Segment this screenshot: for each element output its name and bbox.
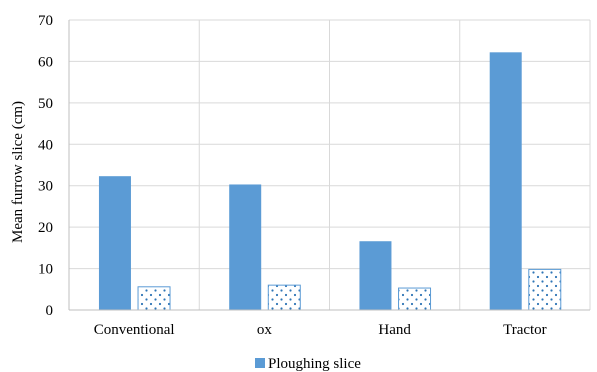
y-tick-label: 60 [38, 54, 53, 70]
legend-label-ploughing-slice: Ploughing slice [268, 356, 361, 372]
y-axis-label: Mean furrow slice (cm) [10, 101, 26, 243]
x-tick-label: Conventional [94, 322, 175, 338]
legend-swatch-ploughing-slice [255, 358, 265, 368]
axes [68, 20, 590, 311]
y-tick-label: 20 [38, 220, 53, 236]
bar-dotted [398, 287, 432, 311]
y-tick-label: 30 [38, 179, 53, 195]
bar-dotted [528, 268, 562, 311]
bar-ploughing-slice [98, 176, 131, 310]
y-tick-label: 40 [38, 137, 53, 153]
legend: Ploughing slice [255, 356, 361, 372]
bar-ploughing-slice [229, 184, 262, 310]
x-tick-label: Hand [378, 322, 411, 338]
tick-labels: 0 10 20 30 40 50 60 70 Conventional ox Hand Tractor [38, 13, 547, 338]
bar-ploughing-slice [489, 52, 522, 311]
x-tick-label: ox [257, 322, 273, 338]
y-tick-label: 50 [38, 96, 53, 112]
bar-dotted [267, 284, 301, 311]
y-tick-label: 70 [38, 13, 53, 29]
y-tick-label: 10 [38, 262, 53, 278]
bars [98, 52, 562, 311]
grid-lines [69, 19, 591, 310]
bar-ploughing-slice [359, 241, 392, 310]
x-tick-label: Tractor [503, 322, 547, 338]
y-tick-label: 0 [46, 303, 54, 319]
bar-dotted [137, 286, 171, 311]
